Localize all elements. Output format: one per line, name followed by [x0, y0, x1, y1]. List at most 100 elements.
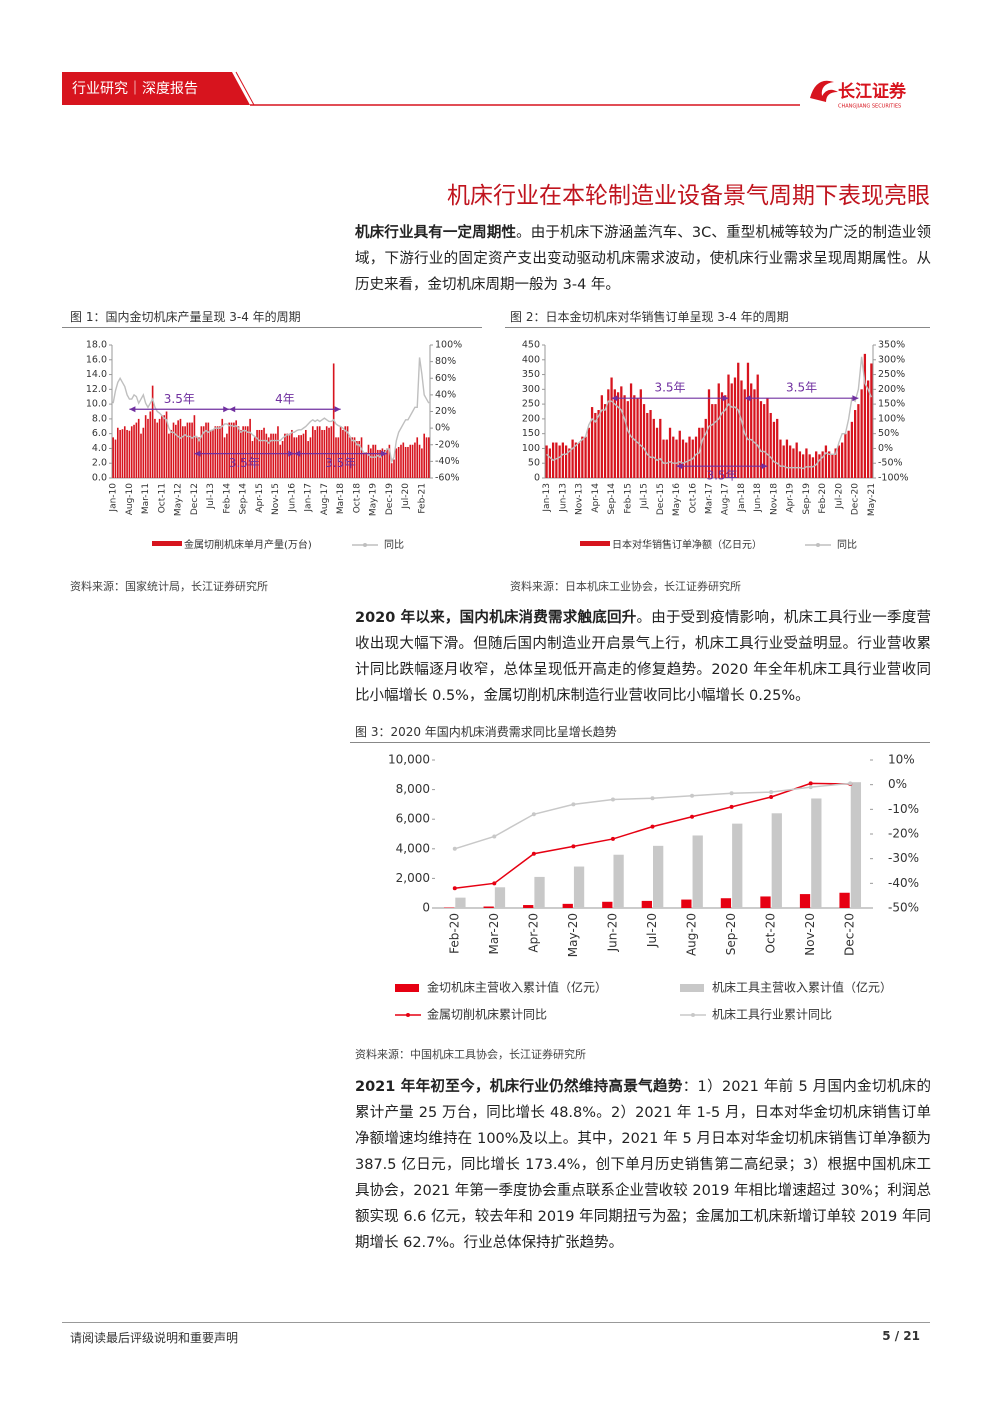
y2-tick-label: -40%	[888, 876, 919, 890]
bar	[732, 823, 743, 908]
arrow-head	[194, 450, 201, 457]
line-marker	[571, 802, 576, 807]
bar	[662, 439, 665, 478]
bar	[603, 404, 607, 478]
y-tick-label: 4,000	[396, 841, 430, 855]
bar	[613, 389, 616, 478]
bar	[144, 415, 147, 478]
bar	[636, 398, 639, 478]
bar	[175, 424, 177, 478]
annotation-text: 3.5年	[706, 469, 737, 483]
bar	[307, 441, 309, 478]
y-tick-label: 400	[522, 354, 540, 365]
bar	[233, 422, 235, 478]
bar	[376, 449, 379, 478]
bar	[811, 798, 822, 908]
x-tick-label: Sep-19	[802, 483, 812, 515]
bar	[675, 439, 678, 478]
bar	[600, 395, 603, 478]
bar	[594, 412, 597, 478]
x-tick-label: Feb-20	[447, 913, 461, 954]
bar	[711, 404, 714, 478]
x-tick-label: Nov-15	[271, 483, 281, 515]
header-art: 行业研究｜深度报告 长江证券 CHANGJIANG SECURITIES	[62, 71, 907, 110]
x-tick-label: Mar-17	[705, 483, 715, 514]
y-tick-label: 8.0	[92, 413, 107, 424]
x-tick-label: Jun-16	[287, 483, 297, 513]
x-tick-label: Jan-10	[109, 483, 119, 513]
bar	[263, 427, 265, 478]
y2-tick-label: 40%	[435, 389, 456, 400]
annotation-text: 4年	[275, 392, 295, 406]
logo-en: CHANGJIANG SECURITIES	[838, 104, 901, 110]
x-tick-label: May-21	[867, 483, 877, 516]
y-tick-label: 8,000	[396, 782, 430, 796]
y2-tick-label: 0%	[435, 423, 450, 434]
arrow-head	[676, 463, 683, 470]
figure-caption: 图 1：国内金切机床产量呈现 3-4 年的周期	[70, 310, 301, 324]
bar	[649, 410, 652, 478]
bar	[562, 903, 573, 908]
arrow-head	[381, 450, 388, 457]
x-tick-label: Sep-14	[239, 483, 249, 515]
arrow-head	[761, 463, 768, 470]
bar	[831, 454, 834, 478]
heading: 机床行业在本轮制造业设备景气周期下表现亮眼	[447, 183, 930, 209]
bar	[219, 426, 221, 478]
legend-marker	[363, 543, 367, 547]
x-tick-label: Apr-14	[591, 483, 601, 513]
bar	[195, 437, 198, 478]
bar	[193, 415, 196, 478]
arrow-head	[744, 395, 751, 402]
header-tab-text: 行业研究｜深度报告	[72, 81, 198, 97]
bar	[168, 433, 170, 478]
bar	[156, 422, 159, 478]
bar	[244, 426, 247, 478]
bar	[854, 410, 857, 478]
bar	[494, 887, 506, 908]
bar	[163, 415, 166, 478]
y-tick-label: 10.0	[86, 399, 107, 410]
bar	[641, 900, 652, 908]
y2-tick-label: -40%	[435, 456, 460, 467]
legend-swatch	[395, 984, 419, 992]
legend-label: 金属切削机床单月产量(万台)	[184, 538, 312, 551]
legend-label: 机床工具主营收入累计值（亿元）	[712, 980, 892, 995]
line-marker	[492, 881, 497, 886]
bar	[281, 441, 284, 478]
y-tick-label: 10,000	[388, 753, 430, 767]
x-tick-label: Dec-20	[843, 913, 857, 956]
x-tick-label: May-20	[566, 913, 580, 957]
bar	[574, 442, 577, 478]
bar	[597, 410, 600, 478]
bar	[652, 418, 655, 478]
y-tick-label: 50	[528, 458, 540, 469]
legend-marker	[816, 543, 820, 547]
line-marker	[610, 797, 615, 802]
bar	[228, 422, 231, 478]
line-marker	[571, 844, 576, 849]
annotation-text: 3.5年	[325, 456, 356, 470]
bar	[610, 377, 613, 478]
line-marker	[808, 785, 813, 790]
bar	[750, 383, 753, 478]
y-tick-label: 250	[522, 399, 540, 410]
bar	[584, 436, 587, 478]
bar	[717, 383, 720, 478]
line-marker	[452, 846, 457, 851]
line-marker	[769, 795, 774, 799]
x-tick-label: Jun-20	[605, 913, 619, 952]
x-tick-label: Mar-20	[487, 913, 501, 954]
x-tick-label: Feb-15	[623, 483, 633, 514]
bar	[834, 448, 837, 478]
bar	[629, 383, 633, 478]
y2-tick-label: -30%	[888, 851, 919, 865]
bar	[242, 426, 244, 478]
x-tick-label: Jul-13	[206, 483, 216, 510]
bar	[545, 445, 548, 478]
bar	[123, 426, 126, 478]
bar	[274, 433, 277, 478]
y-tick-label: 12.0	[86, 384, 107, 395]
bar	[221, 418, 224, 478]
bar	[184, 426, 186, 478]
